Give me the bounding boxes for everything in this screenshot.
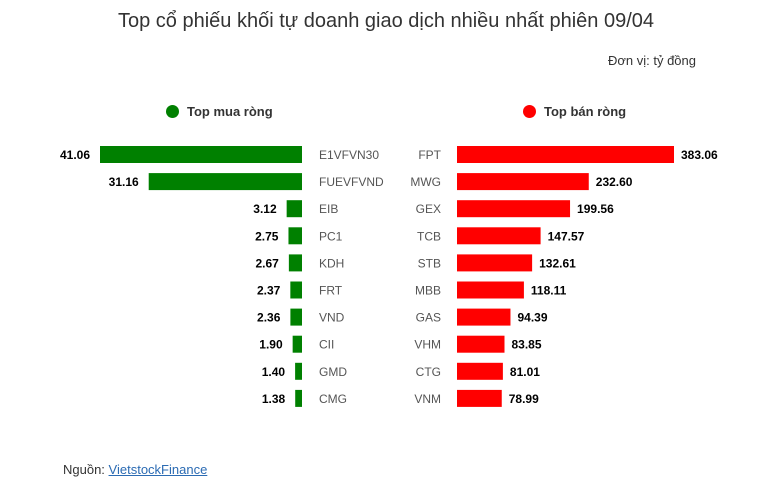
sell-category-label: FPT — [418, 148, 441, 162]
sell-category-label: GEX — [416, 202, 441, 216]
sell-value-label: 83.85 — [512, 338, 542, 352]
buy-value-label: 1.38 — [262, 392, 286, 406]
buy-category-label: KDH — [319, 256, 344, 270]
sell-value-label: 78.99 — [509, 392, 539, 406]
buy-bar — [148, 173, 302, 191]
sell-bar — [457, 308, 511, 326]
sell-bar — [457, 200, 571, 218]
buy-bar — [292, 335, 302, 353]
buy-value-label: 41.06 — [60, 148, 90, 162]
buy-category-label: VND — [319, 311, 345, 325]
sell-value-label: 81.01 — [510, 365, 540, 379]
buy-bar — [295, 389, 302, 407]
chart-title: Top cổ phiếu khối tự doanh giao dịch nhi… — [117, 10, 655, 32]
legend-buy: Top mua ròng — [166, 104, 273, 119]
buy-category-label: CMG — [319, 392, 347, 406]
buy-category-label: CII — [319, 338, 334, 352]
source-note: Nguồn: VietstockFinance — [63, 462, 207, 477]
buy-bar — [286, 200, 302, 218]
buy-bar — [295, 362, 302, 380]
sell-category-label: MWG — [410, 175, 441, 189]
sell-bar — [457, 173, 589, 191]
legend-sell: Top bán ròng — [523, 104, 626, 119]
buy-bar — [290, 308, 302, 326]
sell-value-label: 132.61 — [539, 256, 576, 270]
sell-category-label: TCB — [417, 229, 441, 243]
sell-category-label: STB — [418, 256, 441, 270]
buy-value-label: 3.12 — [253, 202, 277, 216]
green-dot-icon — [166, 105, 179, 118]
legend-buy-label: Top mua ròng — [187, 104, 273, 119]
sell-category-label: VHM — [414, 338, 441, 352]
sell-value-label: 383.06 — [681, 148, 718, 162]
sell-category-label: MBB — [415, 284, 441, 298]
source-link[interactable]: VietstockFinance — [108, 462, 208, 477]
red-dot-icon — [523, 105, 536, 118]
sell-bar — [457, 254, 533, 272]
sell-bar — [457, 389, 502, 407]
sell-bar — [457, 281, 524, 299]
sell-bar — [457, 146, 674, 163]
buy-value-label: 1.90 — [259, 338, 283, 352]
buy-value-label: 1.40 — [262, 365, 286, 379]
buy-category-label: EIB — [319, 202, 338, 216]
sell-bar — [457, 335, 505, 353]
sell-value-label: 147.57 — [548, 229, 585, 243]
sell-category-label: VNM — [414, 392, 441, 406]
sell-value-label: 118.11 — [531, 284, 567, 298]
buy-bar — [290, 281, 302, 299]
source-label: Nguồn: — [63, 462, 105, 477]
buy-category-label: PC1 — [319, 229, 343, 243]
buy-category-label: E1VFVN30 — [319, 148, 379, 162]
unit-label: Đơn vị: tỷ đồng — [607, 53, 696, 68]
sell-category-label: CTG — [416, 365, 441, 379]
buy-value-label: 31.16 — [109, 175, 139, 189]
legend-sell-label: Top bán ròng — [544, 104, 627, 119]
buy-value-label: 2.37 — [257, 284, 281, 298]
sell-value-label: 199.56 — [577, 202, 614, 216]
sell-value-label: 232.60 — [596, 175, 633, 189]
buy-bar — [288, 227, 302, 245]
buy-value-label: 2.36 — [257, 311, 281, 325]
sell-bar — [457, 227, 541, 245]
buy-value-label: 2.67 — [256, 256, 280, 270]
sell-category-label: GAS — [416, 311, 441, 325]
buy-category-label: FRT — [319, 284, 343, 298]
sell-value-label: 94.39 — [517, 311, 547, 325]
buy-value-label: 2.75 — [255, 229, 279, 243]
buy-bar — [288, 254, 302, 272]
buy-bar — [100, 146, 302, 163]
buy-category-label: GMD — [319, 365, 347, 379]
buy-category-label: FUEVFVND — [319, 175, 384, 189]
sell-bar — [457, 362, 503, 380]
